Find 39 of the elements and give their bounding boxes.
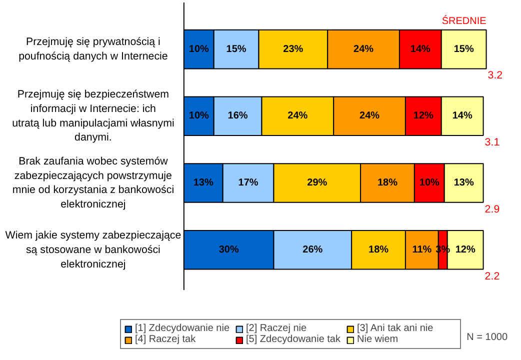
data-label: 24% xyxy=(360,110,380,122)
y-tick-label: Przejmuję się bezpieczeństwem informacji w Internecie: ich utratą lub manipulacjami własnymi danymi. xyxy=(12,88,174,144)
data-label: 13% xyxy=(193,178,214,189)
data-label: 10% xyxy=(188,110,210,122)
annotation: 2.9 xyxy=(484,203,500,216)
data-label: 30% xyxy=(218,244,239,256)
text: N = 1000 xyxy=(466,332,508,343)
data-label: 18% xyxy=(377,178,398,189)
data-label: 23% xyxy=(283,44,304,55)
legend-label: [1] Zdecydowanie nie xyxy=(135,323,231,334)
y-tick-label: Brak zaufania wobec systemów zabezpieczających powstrzymuje mnie od korzystania z bankowości elektronicznej xyxy=(12,155,174,211)
data-label: 29% xyxy=(307,178,328,189)
data-label: 18% xyxy=(368,244,389,256)
data-label: 24% xyxy=(354,44,374,55)
data-label: 13% xyxy=(454,178,474,189)
annotation: 2.2 xyxy=(484,270,500,282)
data-label: 15% xyxy=(454,44,474,55)
data-label: 15% xyxy=(226,44,246,55)
legend-label: [3] Ani tak ani nie xyxy=(357,323,434,334)
legend-label: [2] Raczej nie xyxy=(246,323,308,334)
legend-label: [4] Raczej tak xyxy=(135,334,197,345)
data-label: 14% xyxy=(452,110,472,122)
y-tick-label: Przejmuję się prywatnością i poufnością danych w Internecie xyxy=(18,36,168,62)
annotation: ŚREDNIE xyxy=(442,15,487,28)
data-label: 17% xyxy=(238,178,258,189)
data-label: 16% xyxy=(228,110,248,122)
data-label: 11% xyxy=(412,244,432,256)
annotation: 3.1 xyxy=(484,136,500,149)
legend-label: Nie wiem xyxy=(357,334,400,345)
data-label: 24% xyxy=(288,110,308,122)
legend-label: [5] Zdecydowanie tak xyxy=(246,334,342,345)
y-tick-label: Wiem jakie systemy zabezpieczające są stosowane w bankowości elektronicznej xyxy=(5,229,182,270)
data-label: 26% xyxy=(302,244,323,256)
data-label: 12% xyxy=(455,244,476,256)
data-label: 14% xyxy=(410,44,431,55)
data-label: 10% xyxy=(188,44,210,55)
text: 3.2 xyxy=(488,70,503,82)
data-label: 10% xyxy=(419,178,440,189)
data-label: 12% xyxy=(413,110,434,122)
